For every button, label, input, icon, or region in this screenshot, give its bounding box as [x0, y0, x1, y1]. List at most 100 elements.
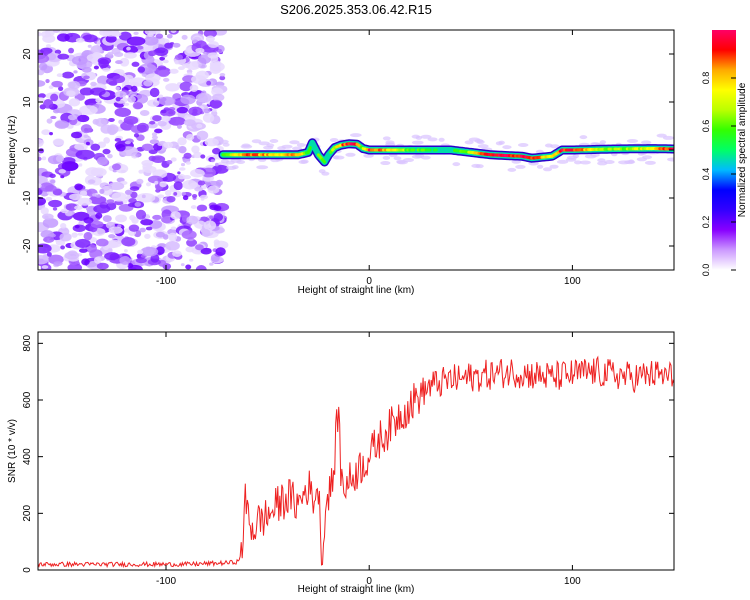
- noise-speckle: [161, 115, 171, 122]
- noise-speckle: [38, 153, 41, 157]
- noise-speckle: [113, 52, 124, 58]
- noise-speckle: [200, 197, 205, 201]
- noise-speckle: [104, 252, 120, 261]
- noise-speckle: [52, 108, 60, 114]
- noise-speckle: [49, 132, 53, 136]
- noise-speckle: [95, 97, 101, 103]
- noise-speckle: [215, 247, 226, 256]
- noise-speckle: [182, 179, 198, 190]
- noise-speckle: [135, 209, 147, 220]
- noise-speckle: [58, 169, 66, 174]
- ridge-halo: [380, 161, 391, 166]
- ridge-halo: [477, 144, 489, 149]
- noise-speckle: [78, 163, 83, 167]
- noise-speckle: [211, 108, 217, 112]
- noise-speckle: [93, 65, 100, 70]
- ridge-halo: [329, 138, 339, 143]
- noise-speckle: [157, 65, 167, 71]
- snr-line: [38, 355, 674, 569]
- noise-speckle: [121, 236, 136, 247]
- ridge-halo: [385, 140, 395, 145]
- noise-speckle: [164, 42, 173, 49]
- ridge-halo: [393, 156, 402, 161]
- ridge-halo: [636, 157, 648, 162]
- noise-speckle: [157, 194, 165, 199]
- noise-speckle: [90, 45, 103, 54]
- snr-x-axis: -100 0 100: [156, 332, 581, 587]
- ridge-halo: [236, 160, 246, 165]
- noise-speckle: [149, 87, 160, 98]
- noise-speckle: [95, 194, 102, 198]
- noise-speckle: [140, 246, 159, 257]
- ridge-halo: [507, 167, 517, 172]
- noise-speckle: [169, 68, 179, 74]
- ridge-halo: [225, 160, 235, 165]
- y-tick-label: 400: [22, 448, 33, 465]
- ridge-halo: [298, 160, 308, 165]
- noise-speckle: [182, 195, 189, 201]
- noise-speckle: [186, 133, 195, 141]
- noise-speckle: [195, 47, 205, 54]
- noise-speckle: [55, 155, 64, 163]
- noise-speckle: [160, 109, 167, 114]
- noise-speckle: [102, 215, 112, 222]
- ridge-halo: [597, 158, 606, 163]
- ridge-halo: [549, 164, 559, 169]
- noise-speckle: [177, 66, 185, 70]
- noise-speckle: [180, 163, 186, 167]
- noise-speckle: [131, 61, 140, 67]
- noise-speckle: [42, 213, 54, 220]
- noise-speckle: [159, 56, 166, 61]
- spectrogram-x-label: Height of straight line (km): [298, 285, 415, 296]
- snr-x-label: Height of straight line (km): [298, 584, 415, 595]
- noise-speckle: [42, 217, 59, 228]
- noise-speckle: [177, 137, 187, 146]
- ridge-halo: [597, 161, 608, 166]
- noise-speckle: [137, 66, 146, 73]
- noise-speckle: [136, 122, 149, 133]
- noise-speckle: [82, 34, 98, 43]
- noise-speckle: [148, 149, 158, 155]
- noise-speckle: [172, 250, 182, 258]
- noise-speckle: [133, 133, 140, 138]
- noise-speckle: [177, 171, 181, 175]
- frequency-ridge: [218, 133, 674, 176]
- noise-speckle: [146, 182, 151, 187]
- noise-speckle: [141, 143, 154, 151]
- noise-speckle: [170, 157, 177, 162]
- noise-speckle: [77, 232, 84, 236]
- noise-speckle: [129, 186, 140, 191]
- x-tick-label: 0: [366, 576, 372, 587]
- noise-speckle: [183, 119, 196, 127]
- noise-speckle: [118, 119, 123, 124]
- noise-speckle: [180, 94, 196, 105]
- noise-speckle: [38, 62, 48, 71]
- noise-speckle: [205, 35, 215, 43]
- noise-speckle: [174, 60, 179, 65]
- noise-speckle: [83, 217, 94, 224]
- noise-speckle: [74, 224, 80, 229]
- noise-speckle: [90, 81, 97, 87]
- noise-speckle: [61, 71, 75, 79]
- noise-speckle: [181, 230, 197, 240]
- noise-speckle: [164, 190, 172, 196]
- noise-speckle: [206, 80, 212, 86]
- ridge-halo: [296, 142, 306, 147]
- noise-speckle: [149, 139, 160, 145]
- noise-speckle: [123, 102, 130, 106]
- noise-speckle: [111, 192, 127, 202]
- ridge-halo: [289, 140, 300, 145]
- noise-speckle: [43, 236, 55, 243]
- snr-plot-area: [38, 332, 674, 570]
- ridge-halo: [281, 144, 293, 149]
- noise-speckle: [141, 159, 154, 167]
- noise-speckle: [83, 231, 93, 241]
- noise-speckle: [68, 47, 75, 54]
- colorbar-tick-label: 0.4: [701, 168, 711, 181]
- noise-speckle: [219, 75, 226, 81]
- noise-speckle: [106, 199, 115, 204]
- colorbar-ticks: 0.0 0.2 0.4 0.6 0.8: [701, 72, 736, 276]
- noise-speckle: [145, 226, 153, 231]
- noise-speckle: [67, 81, 76, 89]
- snr-y-label: SNR (10 * v/v): [7, 419, 18, 483]
